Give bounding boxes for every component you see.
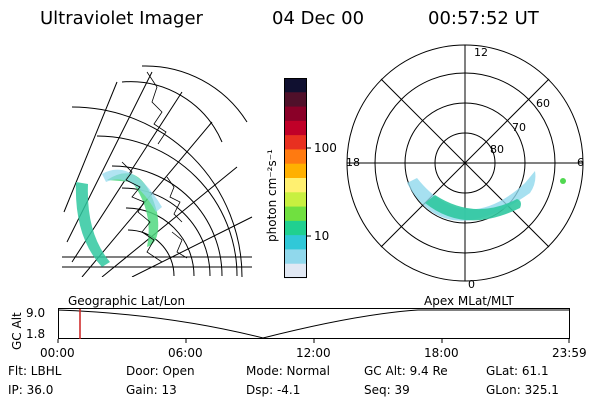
timeline-right-label: Apex MLat/MLT (424, 294, 514, 308)
seq-info: Seq: 39 (364, 383, 410, 397)
glon-info: GLon: 325.1 (486, 383, 559, 397)
x-tick-1800: 18:00 (424, 346, 459, 360)
aurora-oval (75, 169, 162, 267)
mlat-label-80: 80 (490, 143, 504, 156)
colorbar-segment (284, 192, 307, 208)
timeline-left-label: Geographic Lat/Lon (68, 294, 186, 308)
time-label: 00:57:52 UT (428, 8, 539, 29)
colorbar-label: photon cm⁻²s⁻¹ (265, 149, 279, 242)
mlt-label-12: 12 (474, 46, 488, 59)
meridian-line (101, 166, 238, 277)
mlat-label-60: 60 (536, 97, 550, 110)
y-tick-1-8: 1.8 (26, 327, 46, 341)
x-tick-0000: 00:00 (40, 346, 75, 360)
colorbar-segment (284, 92, 307, 108)
glat-info: GLat: 61.1 (486, 364, 549, 378)
colorbar-segment (284, 149, 307, 165)
filter-info: Flt: LBHL (8, 364, 62, 378)
dsp-info: Dsp: -4.1 (246, 383, 301, 397)
x-tick-2359: 23:59 (552, 346, 587, 360)
colorbar-segment (284, 178, 307, 193)
meridian-line (63, 81, 118, 213)
date-label: 04 Dec 00 (272, 8, 365, 29)
colorbar-segment (284, 163, 307, 179)
latitude-line (96, 135, 238, 277)
latitude-line (141, 65, 248, 123)
ip-info: IP: 36.0 (8, 383, 54, 397)
colorbar-tick-100: 100 (314, 141, 337, 155)
altitude-curve (57, 309, 570, 339)
instrument-title: Ultraviolet Imager (40, 8, 203, 29)
colorbar-segment (284, 235, 307, 250)
latitude-line (111, 165, 223, 277)
colorbar-segment (284, 220, 307, 236)
mode-info: Mode: Normal (246, 364, 330, 378)
x-tick-0600: 06:00 (168, 346, 203, 360)
gain-info: Gain: 13 (126, 383, 177, 397)
latitude-line (125, 207, 195, 277)
colorbar-segment (284, 135, 307, 150)
colorbar-tick-10: 10 (314, 229, 330, 243)
mlat-label-70: 70 (512, 121, 526, 134)
colorbar-segment (284, 120, 307, 136)
earth-limb (71, 106, 243, 277)
mlt-label-6: 6 (577, 156, 584, 169)
y-tick-9: 9.0 (26, 306, 46, 320)
colorbar-segment (284, 263, 307, 279)
mlt-label-0: 0 (468, 278, 475, 291)
aurora-polar (407, 171, 566, 221)
geographic-map (62, 65, 253, 277)
timeline-axis-label: GC Alt (10, 312, 24, 350)
colorbar (284, 78, 311, 279)
colorbar-segment (284, 206, 307, 222)
x-tick-1200: 12:00 (296, 346, 331, 360)
colorbar-segment (284, 106, 307, 122)
coastline (121, 71, 188, 263)
latitude-line (121, 187, 211, 277)
polar-plot (346, 44, 584, 282)
latitude-line (127, 229, 175, 277)
latitude-line (121, 81, 223, 143)
colorbar-segment (284, 78, 307, 93)
mlt-label-18: 18 (346, 156, 360, 169)
timeline-plot[interactable] (57, 308, 570, 343)
door-info: Door: Open (126, 364, 195, 378)
colorbar-segment (284, 249, 307, 265)
gc-alt-info: GC Alt: 9.4 Re (364, 364, 448, 378)
